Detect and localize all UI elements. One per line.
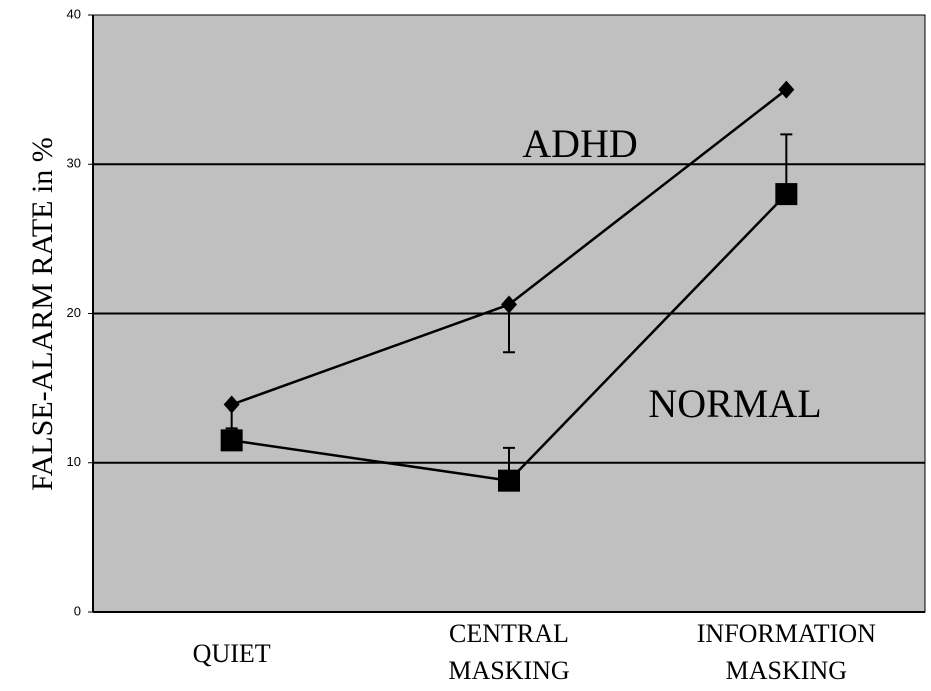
y-tick-label: 20 [67, 305, 81, 320]
x-tick-label: CENTRAL MASKING [448, 619, 569, 685]
marker [220, 429, 243, 452]
marker [778, 80, 795, 99]
x-tick-label-line: MASKING [448, 656, 569, 685]
y-tick-label: 0 [74, 603, 81, 618]
marker [498, 469, 520, 492]
marker [775, 183, 798, 206]
y-tick-label: 10 [67, 454, 81, 469]
series-label: ADHD [522, 121, 638, 166]
y-tick-label: 30 [67, 156, 81, 171]
y-tick-label: 40 [67, 6, 81, 21]
x-tick-label-line: QUIET [193, 639, 271, 668]
x-tick-label-line: CENTRAL [449, 619, 569, 648]
x-tick-label: QUIET [193, 639, 271, 668]
marker [223, 395, 240, 414]
marker [501, 295, 517, 314]
series-label: NORMAL [648, 381, 821, 426]
x-tick-label: INFORMATION MASKING [697, 619, 876, 685]
y-axis-label: FALSE-ALARM RATE in % [26, 137, 59, 491]
x-tick-label-line: INFORMATION [697, 619, 876, 648]
x-tick-label-line: MASKING [726, 656, 847, 685]
